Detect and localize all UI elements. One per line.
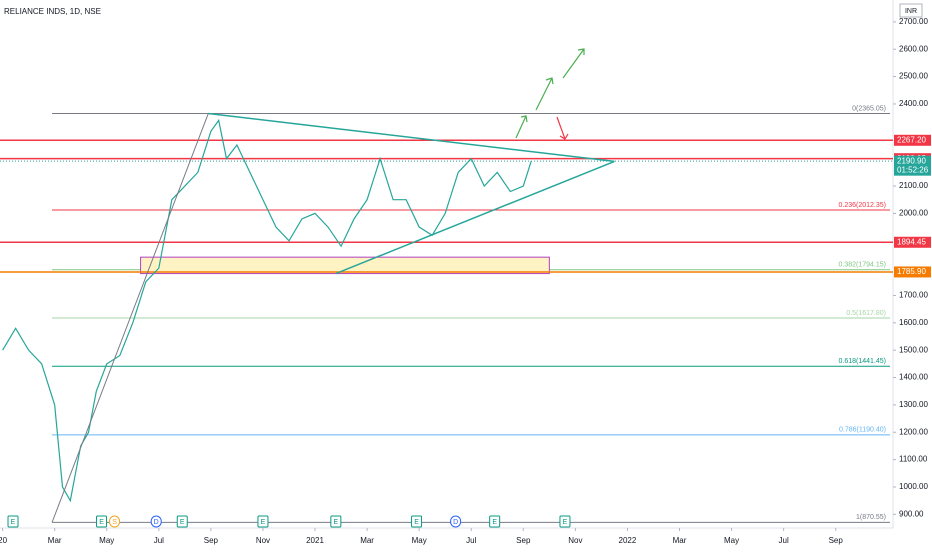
zone — [140, 256, 550, 275]
x-tick-label: Jul — [466, 536, 476, 545]
event-label: E — [261, 519, 266, 526]
x-tick-label: Nov — [256, 536, 270, 545]
x-tick-label: Sep — [829, 536, 844, 545]
event-badge — [450, 515, 462, 528]
x-tick-label: Sep — [516, 536, 531, 545]
trend-line — [51, 113, 209, 523]
x-tick-label: Nov — [568, 536, 582, 545]
price-tag-label: 2267.20 — [897, 135, 926, 144]
x-tick-label: 20 — [0, 536, 8, 545]
event-label: E — [11, 519, 16, 526]
event-badge — [559, 515, 571, 528]
y-tick-label: 2400.00 — [899, 99, 928, 108]
fib-label: 0.236(2012.35) — [839, 202, 886, 209]
price-tag-label: 1894.45 — [897, 237, 926, 246]
plot: 900.00 1000.00 1100.00 1200.00 1300.00 1400.0… — [0, 17, 928, 545]
event-label: E — [99, 519, 104, 526]
fib-label: 0.786(1190.40) — [839, 427, 886, 434]
y-tick-label: 1200.00 — [899, 427, 928, 436]
event-badge — [150, 515, 162, 528]
y-tick-label: 1400.00 — [899, 373, 928, 382]
event-badge — [176, 515, 188, 528]
arrow — [556, 116, 569, 140]
trend-line — [335, 160, 615, 275]
fib-label: 1(870.55) — [856, 514, 886, 521]
x-tick-label: 2021 — [306, 536, 324, 545]
price-tag — [894, 236, 931, 248]
arrow — [562, 48, 585, 79]
y-tick-label: 1500.00 — [899, 345, 928, 354]
event-label: E — [492, 519, 497, 526]
x-tick-label: May — [724, 536, 739, 545]
x-tick-label: Sep — [204, 536, 219, 545]
price-tag-label: 2190.90 — [897, 156, 926, 165]
y-tick-label: 1700.00 — [899, 291, 928, 300]
y-tick-label: 1100.00 — [899, 455, 928, 464]
y-tick-label: 2100.00 — [899, 181, 928, 190]
currency-box — [899, 3, 923, 18]
event-badge — [330, 515, 342, 528]
currency: INR — [905, 8, 917, 15]
y-tick-label: 2600.00 — [899, 44, 928, 53]
fib-label: 0(2365.05) — [852, 105, 886, 112]
price-tag — [894, 155, 931, 176]
fib-label: 0.382(1794.15) — [839, 262, 886, 269]
x-tick-label: Mar — [673, 536, 687, 545]
event-badge — [96, 515, 108, 528]
y-tick-label: 2000.00 — [899, 208, 928, 217]
x-tick-label: Jul — [154, 536, 164, 545]
event-label: D — [154, 519, 159, 526]
y-tick-label: 1600.00 — [899, 318, 928, 327]
y-tick-label: 2700.00 — [899, 17, 928, 26]
arrow — [535, 77, 554, 111]
event-badge — [7, 515, 19, 528]
fib-label: 0.618(1441.45) — [839, 358, 886, 365]
x-tick-label: Mar — [48, 536, 62, 545]
y-tick-label: 1300.00 — [899, 400, 928, 409]
arrow — [515, 115, 528, 139]
event-badge — [411, 515, 423, 528]
price-tag-label: 1785.90 — [897, 267, 926, 276]
arrows — [515, 48, 585, 140]
price-tag — [894, 266, 931, 278]
event-label: E — [180, 519, 185, 526]
countdown: 01:52:26 — [897, 165, 929, 174]
chart-title: RELIANCE INDS, 1D, NSE — [4, 7, 101, 16]
event-badge — [109, 515, 121, 528]
event-badge — [257, 515, 269, 528]
event-label: S — [112, 519, 117, 526]
y-tick-label: 2500.00 — [899, 72, 928, 81]
x-tick-label: Mar — [360, 536, 374, 545]
y-tick-label: 1000.00 — [899, 482, 928, 491]
event-label: E — [563, 519, 568, 526]
event-label: D — [453, 519, 458, 526]
x-tick-label: Jul — [779, 536, 789, 545]
x-tick-label: 2022 — [619, 536, 637, 545]
trend-line — [208, 112, 615, 163]
fib-label: 0.5(1617.80) — [846, 310, 886, 317]
event-badge — [489, 515, 501, 528]
x-tick-label: May — [99, 536, 114, 545]
price-tag — [894, 134, 931, 146]
event-label: E — [414, 519, 419, 526]
y-tick-label: 900.00 — [899, 509, 924, 518]
event-label: E — [334, 519, 339, 526]
x-tick-label: May — [412, 536, 427, 545]
